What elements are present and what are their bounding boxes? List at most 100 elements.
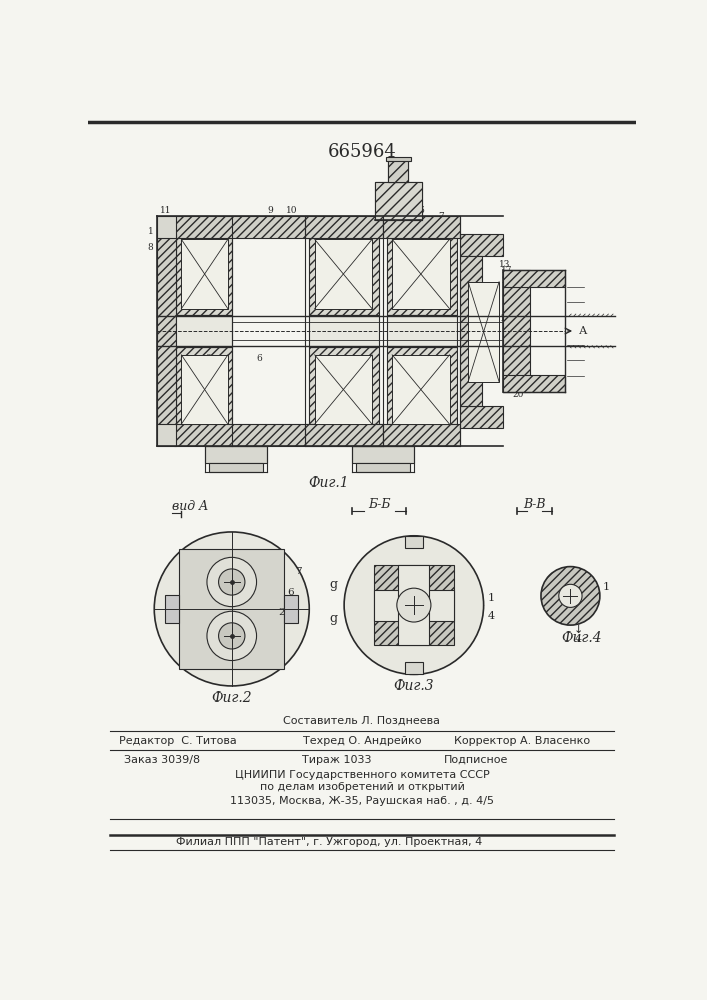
Text: 7: 7 bbox=[438, 212, 444, 221]
Text: 8: 8 bbox=[206, 354, 211, 363]
Bar bbox=[156, 234, 176, 430]
Text: 6: 6 bbox=[419, 206, 424, 215]
Circle shape bbox=[154, 532, 309, 686]
Text: 16: 16 bbox=[505, 339, 517, 348]
Bar bbox=[398, 565, 429, 645]
Bar bbox=[176, 347, 232, 428]
Text: 8: 8 bbox=[148, 243, 153, 252]
Text: 113035, Москва, Ж-35, Раушская наб. , д. 4/5: 113035, Москва, Ж-35, Раушская наб. , д.… bbox=[230, 796, 494, 806]
Bar bbox=[315, 239, 372, 309]
Circle shape bbox=[218, 623, 245, 649]
Bar bbox=[383, 216, 460, 238]
Text: В-В: В-В bbox=[522, 498, 545, 512]
Bar bbox=[305, 216, 383, 238]
Bar bbox=[373, 590, 454, 620]
Bar bbox=[176, 315, 232, 347]
Circle shape bbox=[541, 567, 600, 625]
Circle shape bbox=[397, 588, 431, 622]
Bar bbox=[204, 446, 267, 463]
Bar bbox=[392, 239, 450, 309]
Text: 12: 12 bbox=[500, 314, 511, 323]
Bar bbox=[373, 605, 414, 645]
Bar bbox=[383, 424, 460, 446]
Text: 1: 1 bbox=[148, 227, 153, 236]
Bar bbox=[387, 347, 457, 428]
Bar bbox=[460, 406, 503, 428]
Text: 19: 19 bbox=[509, 377, 520, 386]
Bar bbox=[182, 355, 228, 424]
Text: 6: 6 bbox=[256, 354, 262, 363]
Text: вид A: вид A bbox=[172, 500, 208, 513]
Text: 5: 5 bbox=[442, 437, 448, 446]
Bar bbox=[373, 565, 414, 605]
Text: Подписное: Подписное bbox=[444, 755, 508, 765]
Text: 4: 4 bbox=[488, 611, 495, 621]
Text: Фиг.3: Фиг.3 bbox=[394, 679, 434, 693]
Bar bbox=[156, 424, 176, 446]
Circle shape bbox=[207, 611, 257, 661]
Bar bbox=[165, 595, 179, 623]
Text: 1: 1 bbox=[488, 593, 495, 603]
Bar bbox=[460, 256, 482, 406]
Text: 10: 10 bbox=[286, 206, 298, 215]
Circle shape bbox=[559, 584, 582, 607]
Text: Фиг.1: Фиг.1 bbox=[308, 476, 349, 490]
Bar bbox=[309, 234, 379, 315]
Text: 14: 14 bbox=[508, 363, 519, 372]
Bar bbox=[460, 234, 503, 256]
Bar bbox=[309, 347, 379, 428]
Bar bbox=[284, 595, 298, 623]
Text: 13: 13 bbox=[499, 260, 510, 269]
Circle shape bbox=[344, 536, 484, 674]
Text: 665964: 665964 bbox=[327, 143, 397, 161]
Bar bbox=[375, 182, 421, 220]
Bar bbox=[414, 565, 454, 605]
Circle shape bbox=[218, 569, 245, 595]
Bar bbox=[156, 216, 176, 238]
Text: Фиг.4: Фиг.4 bbox=[562, 631, 602, 645]
Text: 11: 11 bbox=[160, 206, 172, 215]
Bar bbox=[375, 182, 421, 220]
Text: 9: 9 bbox=[268, 206, 274, 215]
Bar bbox=[176, 234, 232, 315]
Text: Филиал ППП "Патент", г. Ужгород, ул. Проектная, 4: Филиал ППП "Патент", г. Ужгород, ул. Про… bbox=[175, 837, 481, 847]
Bar bbox=[414, 605, 454, 645]
Text: 21: 21 bbox=[279, 608, 291, 617]
Text: g: g bbox=[329, 578, 338, 591]
Text: ↓: ↓ bbox=[573, 625, 583, 635]
Bar bbox=[387, 315, 457, 347]
Bar bbox=[388, 158, 409, 182]
Bar bbox=[386, 157, 411, 161]
Bar bbox=[352, 446, 414, 463]
Circle shape bbox=[207, 557, 257, 607]
Text: 2: 2 bbox=[395, 166, 401, 175]
Bar bbox=[174, 424, 383, 446]
Bar bbox=[209, 463, 263, 472]
Text: 6: 6 bbox=[288, 588, 294, 597]
Bar bbox=[387, 234, 457, 315]
Bar bbox=[468, 282, 499, 382]
Text: 7: 7 bbox=[296, 567, 302, 576]
Bar bbox=[404, 662, 423, 674]
Bar bbox=[503, 270, 530, 392]
Text: 1: 1 bbox=[603, 582, 610, 592]
Bar bbox=[356, 463, 410, 472]
Text: А: А bbox=[579, 326, 588, 336]
Bar bbox=[174, 216, 383, 238]
Bar bbox=[182, 239, 228, 309]
Text: Тираж 1033: Тираж 1033 bbox=[302, 755, 371, 765]
Text: Редактор  С. Титова: Редактор С. Титова bbox=[119, 736, 236, 746]
Text: 20: 20 bbox=[512, 390, 523, 399]
Bar bbox=[305, 424, 383, 446]
Text: g: g bbox=[329, 612, 338, 625]
Text: Корректор А. Власенко: Корректор А. Власенко bbox=[455, 736, 590, 746]
Bar bbox=[309, 315, 379, 347]
Text: 4: 4 bbox=[322, 437, 327, 446]
Text: Техред О. Андрейко: Техред О. Андрейко bbox=[303, 736, 421, 746]
Text: 3: 3 bbox=[380, 437, 386, 446]
Text: 12: 12 bbox=[436, 216, 447, 225]
Bar bbox=[179, 549, 284, 669]
Text: 17: 17 bbox=[501, 266, 513, 275]
Text: Заказ 3039/8: Заказ 3039/8 bbox=[124, 755, 200, 765]
Text: 4: 4 bbox=[575, 634, 582, 644]
